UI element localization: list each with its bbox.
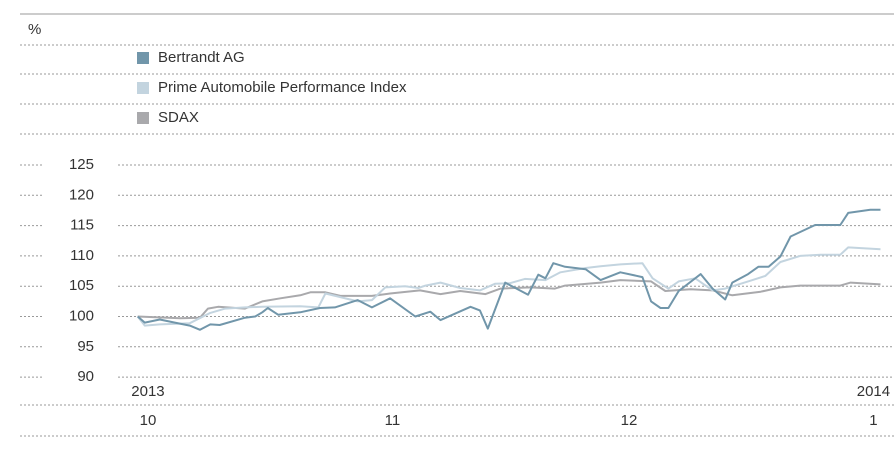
year-label: 2014 <box>857 383 890 400</box>
legend-swatch <box>137 82 149 94</box>
y-tick-label: 90 <box>77 368 94 385</box>
series-line <box>137 208 881 331</box>
y-tick-label: 125 <box>69 156 94 173</box>
y-tick-label: 110 <box>70 247 94 264</box>
legend-swatch <box>137 52 149 64</box>
legend-label: SDAX <box>158 109 199 126</box>
y-tick-label: 120 <box>69 186 94 203</box>
y-tick-label: 95 <box>77 338 94 355</box>
unit-label: % <box>28 21 41 38</box>
x-tick-label: 1 <box>869 412 877 429</box>
series-line <box>136 246 881 327</box>
legend-label: Prime Automobile Performance Index <box>158 79 407 96</box>
legend-label: Bertrandt AG <box>158 49 245 66</box>
series-line <box>137 279 881 320</box>
x-tick-label: 10 <box>140 412 157 429</box>
y-tick-label: 105 <box>69 277 94 294</box>
x-tick-label: 11 <box>385 412 401 429</box>
year-label: 2013 <box>131 383 164 400</box>
y-tick-label: 115 <box>70 217 94 234</box>
x-tick-label: 12 <box>621 412 638 429</box>
legend-swatch <box>137 112 149 124</box>
y-tick-label: 100 <box>69 307 94 324</box>
